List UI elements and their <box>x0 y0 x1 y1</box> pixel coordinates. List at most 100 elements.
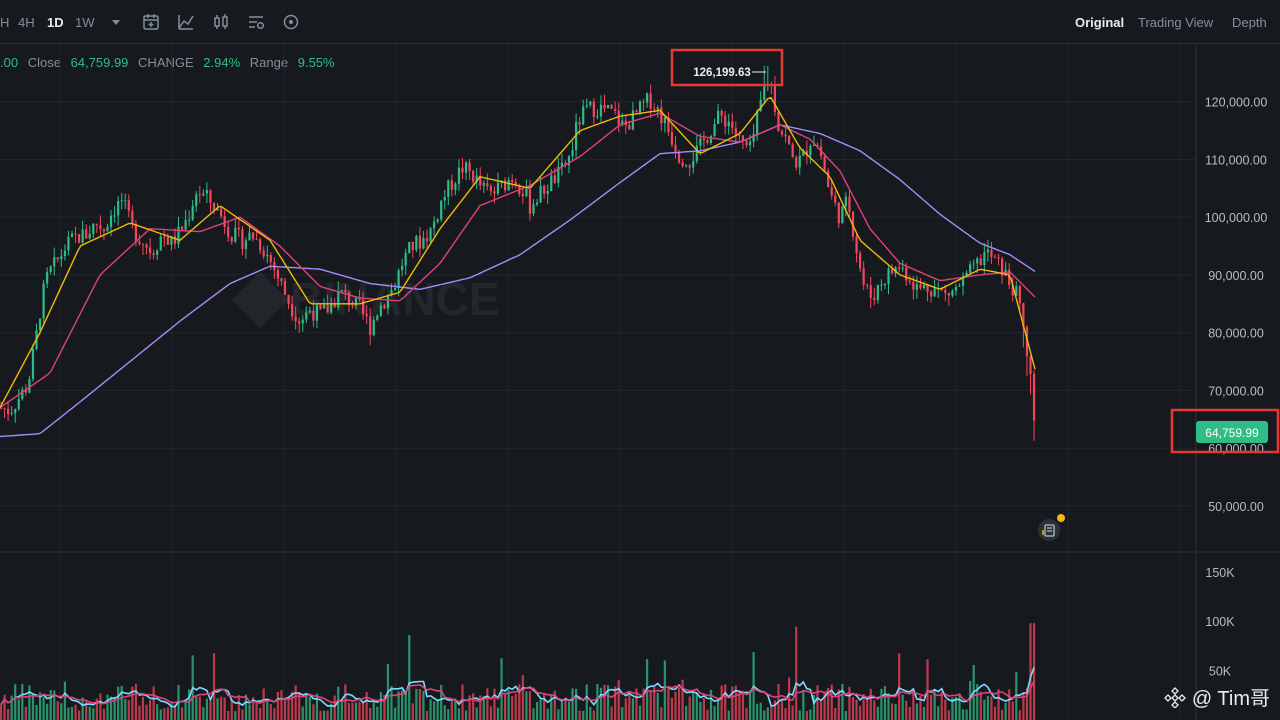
timeframe-h[interactable]: H <box>0 15 10 30</box>
candle-body <box>53 257 56 267</box>
candle-body <box>543 185 546 194</box>
volume-bar <box>447 709 450 720</box>
volume-bar <box>1001 709 1004 720</box>
volume-bar <box>411 703 414 720</box>
view-depth-tab[interactable]: Depth <box>1232 15 1267 30</box>
volume-bar <box>603 684 606 720</box>
candle-body <box>571 149 574 157</box>
candle-body <box>369 316 372 335</box>
volume-bar <box>81 697 84 720</box>
candle-body <box>259 239 262 251</box>
volume-bar <box>834 707 837 720</box>
volume-bar <box>788 677 791 720</box>
candle-body <box>159 236 162 251</box>
volume-bar <box>511 696 514 720</box>
volume-bar <box>638 705 642 720</box>
volume-bar <box>869 688 872 720</box>
candle-body <box>404 252 407 266</box>
volume-bar <box>496 707 500 720</box>
candle-body <box>149 247 152 254</box>
candle-body <box>1029 356 1032 374</box>
volume-bar <box>649 690 652 720</box>
view-original-tab[interactable]: Original <box>1075 15 1125 30</box>
candle-body <box>795 157 798 168</box>
volume-bar <box>390 685 393 720</box>
candle-body <box>834 195 837 203</box>
volume-bar <box>883 686 887 720</box>
candle-body <box>837 202 840 224</box>
volume-bar <box>887 693 890 720</box>
candle-body <box>798 155 801 168</box>
timeframe-1w[interactable]: 1W <box>75 15 95 30</box>
timeframe-4h[interactable]: 4H <box>18 15 35 30</box>
volume-bar <box>443 705 446 720</box>
volume-bar <box>827 688 830 720</box>
volume-bar <box>759 702 762 720</box>
indicator-icon[interactable] <box>176 12 196 32</box>
candle-body <box>514 181 517 186</box>
candle-body <box>28 379 31 393</box>
candle-body <box>646 93 649 103</box>
volume-bar <box>596 684 599 720</box>
candle-body <box>841 206 844 224</box>
candle-body <box>205 190 208 194</box>
volume-bar <box>180 707 184 720</box>
volume-bar <box>702 697 705 720</box>
candle-body <box>628 125 631 130</box>
close-label: Close <box>27 55 61 70</box>
target-icon[interactable] <box>281 12 301 32</box>
volume-bar <box>1022 692 1025 720</box>
candle-body <box>340 290 343 292</box>
candle-body <box>752 133 755 142</box>
candle-body <box>42 283 45 319</box>
volume-bar <box>67 707 70 720</box>
candle-body <box>986 249 989 253</box>
volume-bar <box>418 688 421 720</box>
candle-body <box>958 285 961 287</box>
volume-bar <box>866 698 869 720</box>
candle-body <box>468 162 471 172</box>
dropdown-caret-icon[interactable] <box>106 12 126 32</box>
view-trading-view-tab[interactable]: Trading View <box>1138 15 1214 30</box>
candle-body <box>812 144 816 146</box>
volume-bar <box>259 707 262 720</box>
volume-bar <box>795 626 798 720</box>
candle-body <box>550 175 553 191</box>
volume-bar <box>251 697 255 720</box>
volume-bar <box>816 685 819 720</box>
candle-body <box>113 215 116 217</box>
volume-bar <box>635 688 638 720</box>
candle-body <box>354 297 358 306</box>
volume-bar <box>926 659 929 720</box>
candle-body <box>85 229 88 239</box>
timeframe-1d[interactable]: 1D <box>47 15 64 30</box>
volume-bar <box>404 691 407 720</box>
volume-bar <box>287 698 290 720</box>
volume-bar <box>294 685 297 720</box>
candle-body <box>1001 258 1004 276</box>
volume-bar <box>489 706 492 720</box>
floating-indicator-button[interactable] <box>1038 514 1065 541</box>
volume-bar <box>358 701 361 720</box>
calendar-icon[interactable] <box>141 12 161 32</box>
candle-body <box>38 318 42 331</box>
candle-body <box>887 268 890 285</box>
volume-bar <box>844 711 847 720</box>
volume-bar <box>624 698 627 720</box>
volume-bar <box>202 707 205 720</box>
candle-body <box>1015 286 1018 296</box>
volume-bar <box>244 694 248 720</box>
volume-bar <box>230 699 233 720</box>
settings-list-icon[interactable] <box>246 12 266 32</box>
candle-type-icon[interactable] <box>211 12 231 32</box>
volume-bar <box>951 697 954 720</box>
candle-body <box>166 237 169 245</box>
volume-bar <box>614 686 617 720</box>
candle-body <box>397 270 400 289</box>
volume-bar <box>582 710 585 720</box>
volume-bar <box>95 698 98 720</box>
price-tick-label: 100,000.00 <box>1205 211 1268 225</box>
volume-bar <box>454 699 457 720</box>
candle-body <box>592 101 595 118</box>
candle-body <box>532 204 535 214</box>
